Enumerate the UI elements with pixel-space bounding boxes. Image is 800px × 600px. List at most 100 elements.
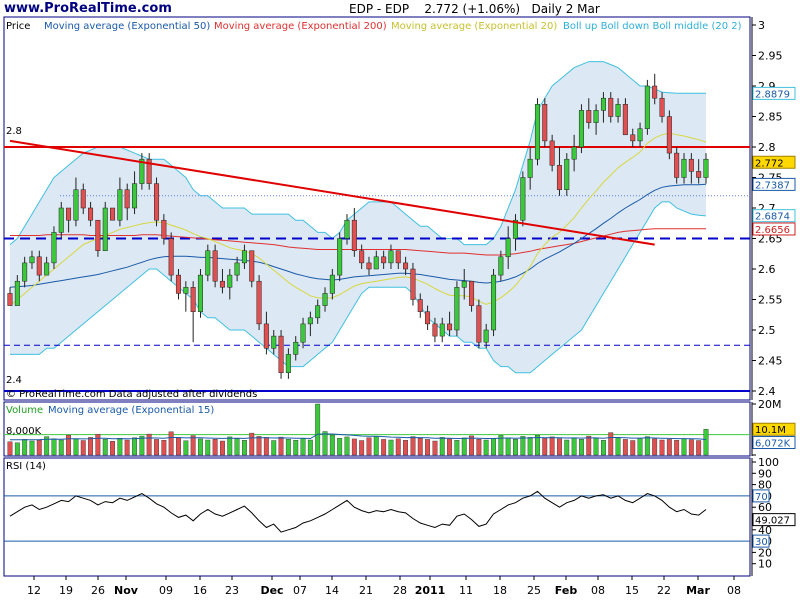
candle-down bbox=[417, 299, 423, 312]
volume-bar bbox=[14, 442, 20, 456]
candle-up bbox=[615, 104, 621, 117]
candle-up bbox=[22, 262, 28, 282]
candle-up bbox=[227, 274, 233, 288]
rsi-value-box bbox=[752, 513, 796, 527]
chart-title: EDP - EDP 2.772 (+1.06%) Daily 2 Mar bbox=[349, 2, 600, 16]
x-tick-label: 08 bbox=[591, 584, 605, 597]
volume-bar bbox=[483, 439, 489, 456]
candles-group bbox=[7, 73, 709, 379]
candle-up bbox=[300, 323, 306, 343]
candle-up bbox=[388, 250, 394, 264]
candle-down bbox=[403, 262, 409, 270]
volume-bar bbox=[549, 436, 555, 456]
x-tick-label: Nov bbox=[114, 584, 139, 597]
candle-down bbox=[278, 335, 284, 373]
volume-bar bbox=[395, 438, 401, 456]
volume-bar bbox=[432, 440, 438, 456]
price-tick-label: 2.6 bbox=[758, 263, 776, 276]
volume-bar bbox=[154, 439, 160, 456]
candle-up bbox=[183, 287, 189, 294]
candle-down bbox=[66, 207, 72, 221]
ema200-line bbox=[10, 228, 706, 256]
bollinger-band-fill bbox=[10, 61, 706, 373]
volume-bar bbox=[80, 440, 86, 456]
candle-down bbox=[190, 287, 196, 312]
price-value-box bbox=[752, 222, 796, 236]
downtrend-line[interactable] bbox=[9, 139, 655, 246]
price-value-box-label: 2.772 bbox=[755, 158, 784, 169]
rsi-tick-label: 80 bbox=[758, 479, 772, 492]
candle-up bbox=[51, 232, 57, 264]
candle-down bbox=[469, 280, 475, 306]
volume-bar bbox=[300, 438, 306, 456]
candle-down bbox=[674, 152, 680, 178]
volume-bar bbox=[249, 432, 255, 456]
price-tick-label: 2.65 bbox=[758, 233, 783, 246]
candle-up bbox=[593, 110, 599, 123]
volume-value-box bbox=[752, 422, 796, 436]
x-tick-label: 22 bbox=[657, 584, 671, 597]
volume-ema15-line bbox=[9, 433, 707, 441]
volume-bar bbox=[366, 437, 372, 456]
volume-bar bbox=[491, 438, 496, 456]
candle-down bbox=[556, 165, 562, 190]
rsi-tick-label: 90 bbox=[758, 467, 772, 480]
rsi-panel-frame bbox=[3, 457, 751, 577]
site-name[interactable]: www.ProRealTime.com bbox=[4, 1, 172, 16]
price-panel: Price Moving average (Exponential 50) Mo… bbox=[3, 16, 796, 401]
ema200-legend: Moving average (Exponential 200) bbox=[214, 21, 387, 32]
resistance-label: 2.8 bbox=[6, 126, 22, 137]
candle-down bbox=[359, 250, 365, 264]
candle-up bbox=[461, 280, 467, 288]
volume-bar bbox=[403, 440, 408, 456]
volume-bar bbox=[271, 440, 277, 456]
volume-bar bbox=[95, 434, 101, 456]
candle-up bbox=[505, 238, 511, 258]
price-tick-label: 2.4 bbox=[758, 385, 776, 398]
candle-up bbox=[58, 207, 64, 233]
volume-value-box-label: 10.1M bbox=[755, 425, 786, 436]
volume-bar bbox=[681, 438, 687, 456]
x-tick-label: 25 bbox=[527, 584, 541, 597]
candle-down bbox=[476, 305, 482, 343]
x-tick-label: 08 bbox=[727, 584, 741, 597]
volume-bar bbox=[652, 438, 658, 456]
price-tick-label: 2.95 bbox=[758, 50, 783, 63]
candle-up bbox=[205, 250, 211, 276]
volume-bar bbox=[505, 437, 511, 456]
volume-bar bbox=[601, 440, 606, 456]
volume-bar bbox=[688, 439, 694, 456]
x-tick-label: 11 bbox=[459, 584, 473, 597]
candle-down bbox=[168, 238, 174, 276]
last-price: 2.772 (+1.06%) bbox=[424, 2, 521, 16]
volume-bar bbox=[168, 431, 174, 456]
volume-bar bbox=[410, 436, 416, 456]
volume-bar bbox=[329, 434, 335, 456]
volume-bars-group bbox=[7, 403, 709, 456]
volume-bar bbox=[359, 440, 365, 456]
volume-bar bbox=[373, 436, 379, 456]
ema50-line bbox=[9, 183, 707, 288]
price-tick-label: 3 bbox=[758, 19, 765, 32]
x-tick-label: 21 bbox=[359, 584, 373, 597]
candle-down bbox=[622, 104, 628, 136]
x-tick-label: 14 bbox=[325, 584, 339, 597]
volume-bar bbox=[132, 437, 138, 456]
candle-up bbox=[512, 219, 518, 239]
ema20-legend: Moving average (Exponential 20) bbox=[391, 21, 557, 32]
candle-down bbox=[88, 207, 94, 221]
price-value-boxes: 2.8879 2.772 2.7387 2.6874 2.6656 bbox=[752, 86, 796, 236]
volume-ema-legend: Moving average (Exponential 15) bbox=[48, 405, 214, 416]
volume-bar bbox=[593, 438, 599, 456]
candle-up bbox=[439, 323, 445, 337]
symbol-name: EDP - EDP bbox=[349, 2, 410, 16]
candle-up bbox=[644, 85, 650, 129]
candle-down bbox=[351, 219, 357, 251]
volume-value-boxes: 10.1M 6,072K bbox=[752, 422, 796, 450]
bollinger-lower-line bbox=[10, 201, 707, 374]
candle-down bbox=[219, 280, 225, 288]
rsi-tick-label: 10 bbox=[758, 558, 772, 571]
volume-bar bbox=[520, 436, 526, 456]
